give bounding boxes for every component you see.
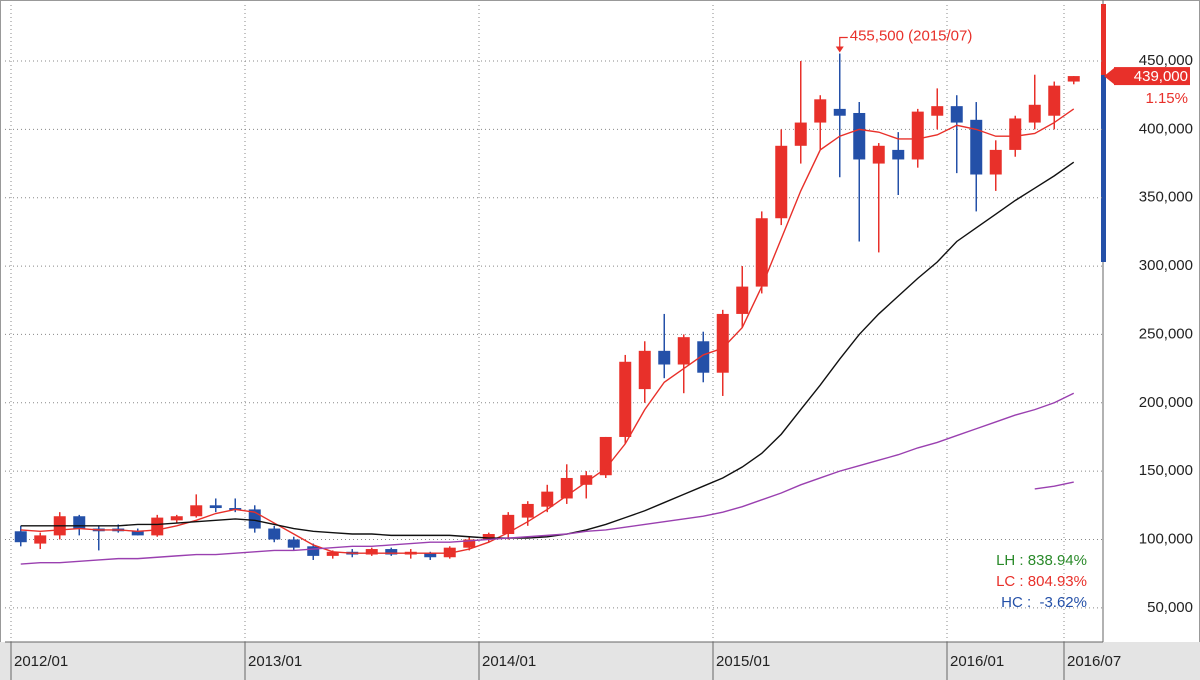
y-tick-label: 300,000 [1139, 257, 1193, 274]
y-tick-label: 100,000 [1139, 530, 1193, 547]
x-tick-label: 2015/01 [716, 653, 770, 670]
x-tick-label: 2013/01 [248, 653, 302, 670]
candle-body [775, 145, 788, 219]
candle-body [638, 350, 651, 390]
candle-body [424, 553, 437, 558]
candle-body [580, 475, 593, 485]
y-tick-label: 150,000 [1139, 462, 1193, 479]
candle-body [326, 551, 339, 556]
candle-body [853, 112, 866, 160]
y-tick-label: 250,000 [1139, 325, 1193, 342]
y-tick-label: 350,000 [1139, 189, 1193, 206]
candle-body [872, 145, 885, 164]
x-tick-label: 2014/01 [482, 653, 536, 670]
candle-body [950, 106, 963, 123]
x-axis-band [0, 642, 1200, 680]
y-tick-label: 200,000 [1139, 394, 1193, 411]
x-tick-label: 2016/01 [950, 653, 1004, 670]
candle-body [794, 122, 807, 146]
peak-arrowhead [835, 46, 844, 53]
moving-average [20, 108, 1075, 554]
candle-body [209, 505, 222, 509]
candle-body [170, 516, 183, 521]
moving-average [20, 392, 1075, 565]
stat-label: LC : 804.93% [996, 573, 1087, 590]
candle-body [833, 108, 846, 116]
candle-body [911, 111, 924, 160]
candle-body [697, 341, 710, 373]
candle-body [814, 99, 827, 123]
candle-body [599, 436, 612, 476]
candle-body [73, 516, 86, 529]
candle-body [521, 503, 534, 518]
last-price-pointer [1104, 68, 1114, 85]
stat-label: HC : -3.62% [1001, 594, 1087, 611]
range-bar-down [1101, 75, 1106, 262]
candle-body [970, 119, 983, 175]
candle-body [287, 539, 300, 548]
candle-body [190, 505, 203, 517]
candle-body [736, 286, 749, 314]
candle-body [463, 539, 476, 548]
last-price-label: 439,000 [1134, 68, 1188, 85]
candle-body [755, 218, 768, 287]
candle-body [365, 549, 378, 555]
candle-body [502, 514, 515, 535]
candle-body [482, 534, 495, 540]
candle-body [385, 549, 398, 555]
y-tick-label: 450,000 [1139, 52, 1193, 69]
last-price-box [1114, 67, 1190, 86]
candle-body [131, 531, 144, 536]
candle-body [1048, 85, 1061, 116]
candle-body [989, 149, 1002, 175]
candle-body [1067, 76, 1080, 82]
peak-label: 455,500 (2015/07) [850, 27, 973, 44]
candle-body [151, 517, 164, 536]
x-tick-label: 2012/01 [14, 653, 68, 670]
x-tick-label: 2016/07 [1067, 653, 1121, 670]
stat-label: LH : 838.94% [996, 552, 1087, 569]
candle-body [931, 106, 944, 116]
candle-body [14, 531, 27, 543]
candle-body [1009, 118, 1022, 150]
change-label: 1.15% [1145, 90, 1188, 107]
candle-body [677, 337, 690, 365]
y-tick-label: 50,000 [1147, 599, 1193, 616]
candle-body [268, 528, 281, 540]
candle-body [619, 361, 632, 437]
y-tick-label: 400,000 [1139, 120, 1193, 137]
candle-body [307, 546, 320, 556]
moving-average [1034, 481, 1074, 490]
candle-body [716, 313, 729, 373]
candle-body [34, 535, 47, 544]
candle-body [541, 491, 554, 507]
candle-body [892, 149, 905, 160]
moving-average [20, 161, 1075, 539]
candle-body [658, 350, 671, 365]
range-bar-up [1101, 4, 1106, 75]
candle-body [1028, 104, 1041, 123]
peak-arrow [839, 36, 848, 51]
